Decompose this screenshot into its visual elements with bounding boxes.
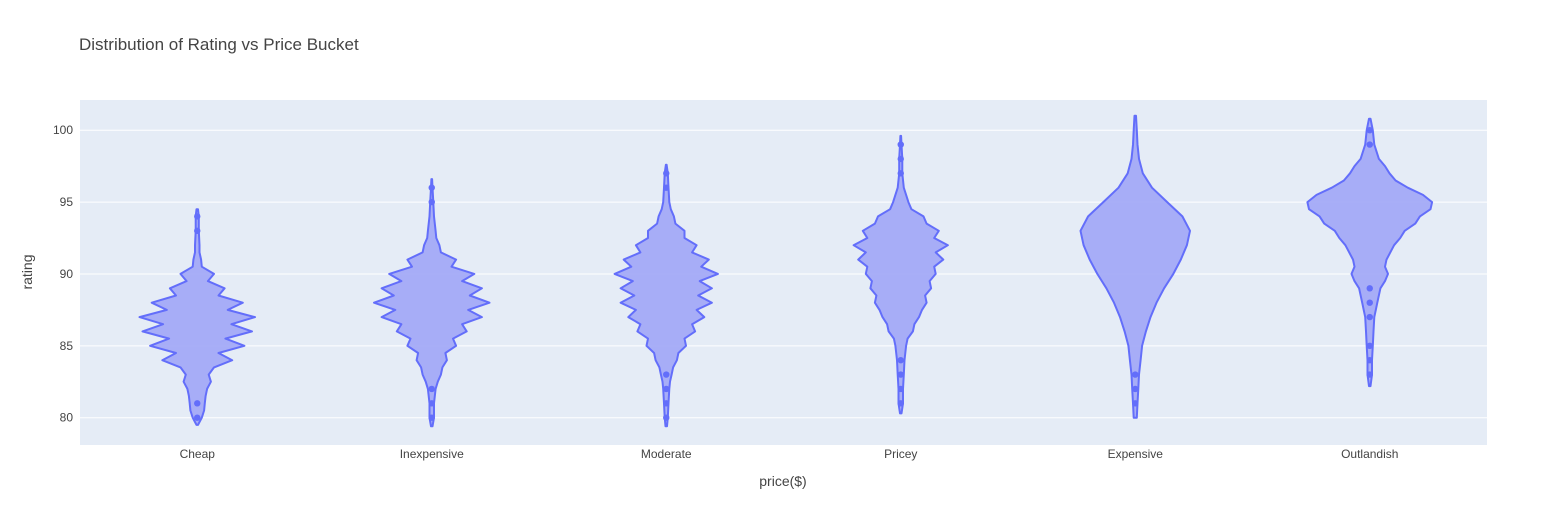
violin-moderate[interactable] [613,163,719,428]
outlier-point [1132,371,1139,378]
y-tick-100: 100 [53,123,73,137]
chart-title: Distribution of Rating vs Price Bucket [79,35,359,54]
outlier-point [1132,385,1139,393]
y-tick-labels: 80 85 90 95 100 [53,123,73,425]
violin-body-cheap [138,208,256,426]
outlier-point [428,385,435,393]
violin-cheap[interactable] [138,208,256,426]
x-tick-cheap: Cheap [180,447,216,461]
outlier-point [1366,141,1373,148]
violin-pricey[interactable] [852,134,949,415]
x-tick-labels: Cheap Inexpensive Moderate Pricey Expensive O… [180,447,1399,461]
outlier-point [663,414,670,421]
outlier-point [428,400,435,407]
violin-body-expensive [1079,114,1191,419]
outlier-point [663,385,670,393]
outlier-point [663,184,670,191]
outlier-point [1366,371,1373,378]
violin-inexpensive[interactable] [373,178,491,428]
outlier-point [663,371,670,378]
outlier-point [194,414,201,421]
outlier-point [428,198,435,206]
y-gridlines [80,129,1487,419]
violin-body-pricey [852,134,949,415]
outlier-point [1366,285,1373,292]
x-tick-outlandish: Outlandish [1341,447,1398,461]
violin-body-outlandish [1306,117,1434,388]
outlier-point [897,356,904,364]
outlier-point [897,155,904,163]
violin-body-moderate [613,163,719,428]
violin-expensive[interactable] [1079,114,1191,419]
outlier-point [428,184,435,191]
violin-body-inexpensive [373,178,491,428]
outlier-point [1366,313,1373,321]
outlier-point [1366,356,1373,364]
x-axis-title: price($) [759,473,806,489]
outlier-point [1366,299,1373,306]
outlier-point [897,141,904,148]
outlier-point [1366,342,1373,350]
plot-area [80,100,1487,445]
outlier-point [897,385,904,393]
y-tick-80: 80 [60,411,74,425]
y-tick-95: 95 [60,195,74,209]
outlier-point [663,170,670,177]
x-tick-pricey: Pricey [884,447,917,461]
x-tick-inexpensive: Inexpensive [400,447,464,461]
x-tick-moderate: Moderate [641,447,692,461]
outlier-point [194,400,201,407]
outlier-point [897,371,904,378]
outlier-point [428,414,435,421]
y-axis-title: rating [19,254,35,289]
outlier-point [663,400,670,407]
outlier-point [897,170,904,177]
y-tick-90: 90 [60,267,74,281]
violin-outlandish[interactable] [1306,117,1434,388]
outlier-point [194,213,201,220]
outlier-point [897,400,904,407]
outlier-point [1366,126,1373,134]
x-tick-expensive: Expensive [1108,447,1164,461]
y-tick-85: 85 [60,339,74,353]
outlier-point [1132,400,1139,407]
violins-layer [138,114,1434,428]
outlier-point [194,227,201,235]
